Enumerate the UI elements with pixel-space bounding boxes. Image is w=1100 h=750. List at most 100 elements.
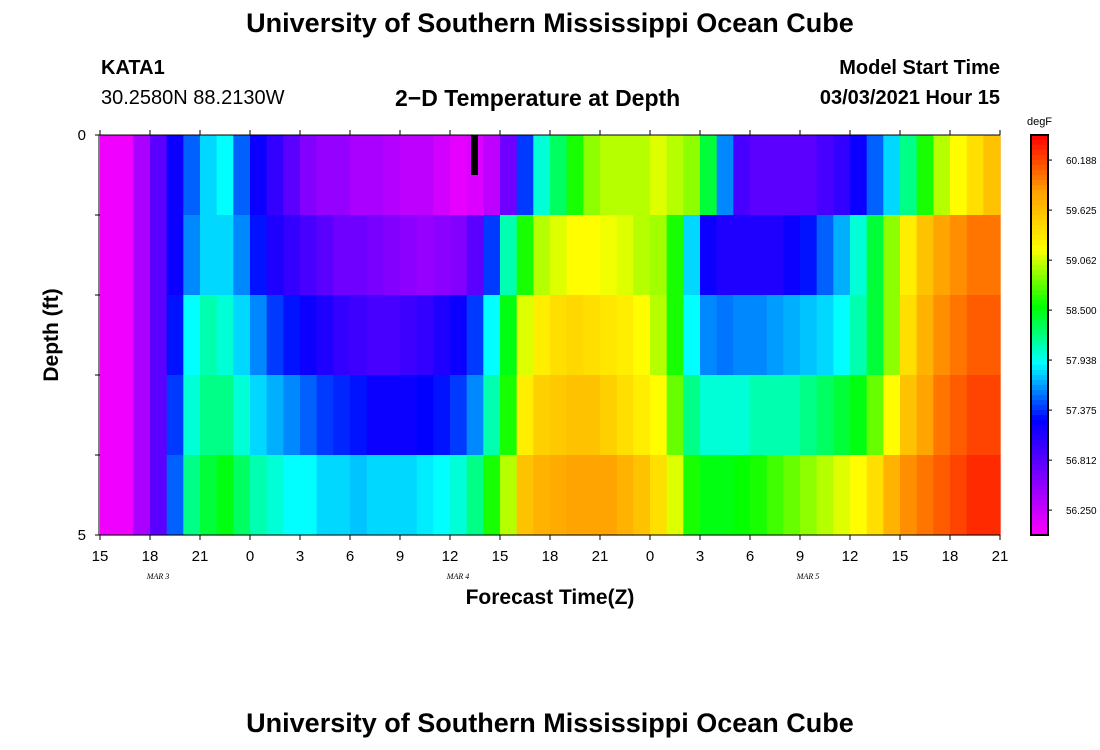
heatmap-cell — [516, 135, 534, 216]
heatmap-cell — [466, 375, 484, 456]
heatmap-cell — [583, 295, 601, 376]
heatmap-cell — [616, 295, 634, 376]
heatmap-cell — [466, 455, 484, 536]
heatmap-cell — [383, 135, 401, 216]
colorbar-segment — [1031, 460, 1048, 466]
heatmap-cell — [800, 215, 818, 296]
heatmap-cell — [1000, 215, 1001, 296]
heatmap-cell — [816, 135, 834, 216]
heatmap-cell — [566, 295, 584, 376]
heatmap-cell — [983, 215, 1001, 296]
heatmap-cell — [533, 215, 551, 296]
heatmap-cell — [416, 295, 434, 376]
heatmap-cell — [616, 135, 634, 216]
heatmap-cell — [100, 135, 134, 216]
heatmap-cell — [883, 375, 901, 456]
heatmap-cell — [983, 295, 1001, 376]
heatmap-cell — [683, 375, 701, 456]
heatmap-cell — [350, 135, 368, 216]
heatmap-cell — [700, 455, 718, 536]
heatmap-cell — [183, 135, 201, 216]
heatmap-cell — [966, 295, 984, 376]
heatmap-cell — [733, 135, 751, 216]
heatmap-cell — [633, 215, 651, 296]
heatmap-cell — [850, 215, 868, 296]
heatmap-cell — [850, 295, 868, 376]
heatmap-cell — [416, 455, 434, 536]
heatmap-cell — [150, 215, 168, 296]
heatmap-cell — [933, 135, 951, 216]
heatmap-cell — [550, 135, 568, 216]
colorbar-unit: degF — [1027, 116, 1052, 128]
heatmap-cell — [350, 455, 368, 536]
heatmap-cell — [433, 215, 451, 296]
heatmap-cell — [966, 375, 984, 456]
heatmap-cell — [766, 295, 784, 376]
heatmap-cell — [1000, 455, 1001, 536]
heatmap-cell — [933, 215, 951, 296]
colorbar-segment — [1031, 325, 1048, 331]
heatmap-cell — [833, 215, 851, 296]
heatmap-cell — [700, 375, 718, 456]
heatmap-cell — [450, 455, 468, 536]
heatmap-cell — [150, 295, 168, 376]
heatmap-cell — [400, 215, 418, 296]
heatmap-cell — [333, 215, 351, 296]
heatmap-cell — [966, 135, 984, 216]
heatmap-cell — [433, 455, 451, 536]
heatmap-cell — [883, 455, 901, 536]
heatmap-cell — [550, 375, 568, 456]
heatmap-cell — [600, 295, 618, 376]
heatmap-cell — [266, 135, 284, 216]
heatmap-cell — [900, 375, 918, 456]
colorbar-segment — [1031, 180, 1048, 186]
colorbar-segment — [1031, 485, 1048, 491]
heatmap-cell — [400, 375, 418, 456]
heatmap-cell — [366, 135, 384, 216]
footer-title: University of Southern Mississippi Ocean… — [246, 708, 854, 738]
heatmap-cell — [716, 135, 734, 216]
colorbar-segment — [1031, 395, 1048, 401]
y-tick-label: 5 — [78, 527, 86, 544]
colorbar-segment — [1031, 520, 1048, 526]
colorbar-segment — [1031, 490, 1048, 496]
heatmap-cell — [316, 295, 334, 376]
heatmap-cell — [650, 135, 668, 216]
heatmap-cell — [800, 135, 818, 216]
colorbar-segment — [1031, 335, 1048, 341]
heatmap-cell — [916, 215, 934, 296]
model-start-label: Model Start Time — [839, 57, 1000, 79]
heatmap-cell — [783, 215, 801, 296]
heatmap-cell — [283, 135, 301, 216]
colorbar-segment — [1031, 515, 1048, 521]
heatmap-cell — [683, 455, 701, 536]
date-label: MAR 5 — [796, 572, 819, 581]
colorbar-segment — [1031, 250, 1048, 256]
heatmap-cell — [333, 375, 351, 456]
heatmap-cell — [650, 295, 668, 376]
heatmap-cell — [500, 215, 518, 296]
heatmap-cell — [533, 295, 551, 376]
colorbar-segment — [1031, 145, 1048, 151]
colorbar-segment — [1031, 475, 1048, 481]
heatmap-cell — [916, 135, 934, 216]
colorbar-segment — [1031, 165, 1048, 171]
x-axis-title: Forecast Time(Z) — [466, 586, 635, 609]
heatmap-cell — [166, 455, 184, 536]
heatmap-cell — [100, 375, 134, 456]
heatmap-cell — [100, 215, 134, 296]
heatmap-cell — [333, 455, 351, 536]
heatmap-cell — [716, 295, 734, 376]
heatmap-cell — [250, 215, 268, 296]
colorbar-segment — [1031, 400, 1048, 406]
colorbar-tick-label: 59.625 — [1066, 206, 1097, 217]
x-tick-label: 18 — [542, 548, 559, 565]
colorbar-segment — [1031, 450, 1048, 456]
colorbar-segment — [1031, 370, 1048, 376]
x-tick-label: 12 — [442, 548, 459, 565]
heatmap-cell — [100, 455, 134, 536]
heatmap-cell — [416, 135, 434, 216]
heatmap-cell — [666, 455, 684, 536]
colorbar-tick-label: 57.938 — [1066, 356, 1097, 367]
